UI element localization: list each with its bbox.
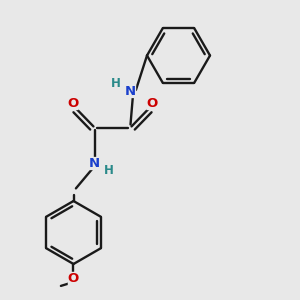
Text: O: O	[68, 272, 79, 285]
Text: O: O	[146, 97, 158, 110]
Text: N: N	[125, 85, 136, 98]
Text: H: H	[104, 164, 114, 178]
Text: H: H	[111, 76, 121, 90]
Text: O: O	[67, 97, 79, 110]
Text: N: N	[89, 157, 100, 170]
